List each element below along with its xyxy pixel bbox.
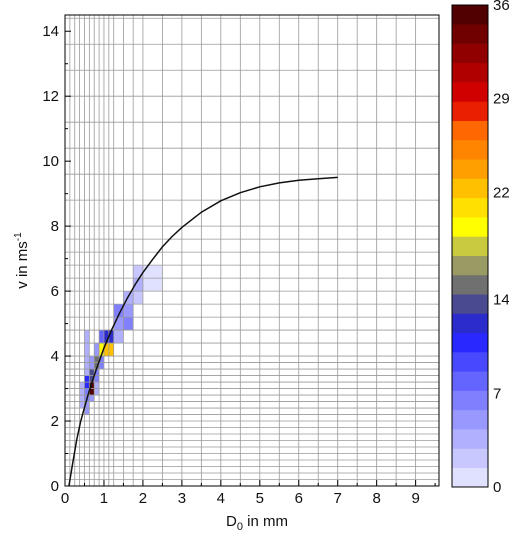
colorbar-swatch xyxy=(452,255,488,276)
x-tick-label: 1 xyxy=(100,490,108,507)
colorbar-swatch xyxy=(452,62,488,83)
colorbar-swatch xyxy=(452,332,488,353)
y-tick-label: 4 xyxy=(51,348,59,365)
x-axis-ticks: 0 1 2 3 4 5 6 7 8 9 xyxy=(61,480,436,507)
colorbar-frame xyxy=(451,4,489,488)
colorbar-ticks: 0 7 14 22 29 36 xyxy=(493,0,509,496)
y-axis-title: v in ms-1 xyxy=(13,232,31,289)
colorbar-swatch xyxy=(452,5,488,25)
y-axis-title-main: v in ms xyxy=(14,241,31,289)
y-tick-label: 8 xyxy=(51,218,59,235)
x-axis-title-subscript: 0 xyxy=(237,521,243,533)
colorbar-tick-label: 0 xyxy=(493,479,501,496)
colorbar-swatch xyxy=(452,409,488,430)
x-tick-label: 3 xyxy=(178,490,186,507)
colorbar-swatch xyxy=(452,197,488,218)
heatmap-cell xyxy=(133,265,143,279)
x-tick-label: 4 xyxy=(217,490,225,507)
x-tick-label: 6 xyxy=(295,490,303,507)
heatmap-cell xyxy=(142,265,163,279)
colorbar-swatch xyxy=(452,274,488,295)
x-axis-title-rest: in mm xyxy=(243,513,288,530)
y-tick-label: 10 xyxy=(42,153,59,170)
colorbar-swatch xyxy=(452,178,488,199)
colorbar-swatch xyxy=(452,159,488,179)
colorbar-swatch xyxy=(452,139,488,160)
colorbar-swatch xyxy=(452,43,488,64)
plot-frame xyxy=(64,14,440,487)
heatmap-cell xyxy=(123,304,134,318)
x-tick-label: 7 xyxy=(334,490,342,507)
grid-lines xyxy=(64,15,439,487)
colorbar-swatch xyxy=(452,120,488,141)
y-tick-label: 12 xyxy=(42,88,59,105)
heatmap-cells xyxy=(79,265,163,415)
colorbar-swatch xyxy=(452,101,488,121)
colorbar-swatch xyxy=(452,429,488,449)
heatmap-cell xyxy=(113,317,124,331)
heatmap-cell xyxy=(123,317,134,331)
colorbar-swatch xyxy=(452,236,488,256)
colorbar-swatch xyxy=(452,371,488,391)
colorbar-swatch xyxy=(452,294,488,314)
colorbar-swatch xyxy=(452,390,488,411)
colorbar-swatch xyxy=(452,313,488,334)
x-tick-label: 0 xyxy=(61,490,69,507)
y-axis-ticks: 0 2 4 6 8 10 12 14 xyxy=(42,23,71,495)
x-axis-title-main: D xyxy=(226,513,237,530)
heatmap-cell xyxy=(113,304,124,318)
heatmap-cell xyxy=(99,330,104,344)
colorbar-swatch xyxy=(452,352,488,372)
x-tick-label: 2 xyxy=(139,490,147,507)
y-tick-label: 2 xyxy=(51,413,59,430)
heatmap-cell xyxy=(84,369,90,376)
x-axis-title: D0 in mm xyxy=(226,513,288,533)
heatmap-cell xyxy=(133,291,143,305)
colorbar-tick-label: 22 xyxy=(493,184,509,201)
colorbar-tick-label: 36 xyxy=(493,0,509,14)
colorbar-swatch xyxy=(452,448,488,469)
x-tick-label: 9 xyxy=(411,490,419,507)
y-axis-title-superscript: -1 xyxy=(13,232,24,241)
heatmap-cell xyxy=(142,278,163,292)
colorbar-tick-label: 29 xyxy=(493,91,509,108)
y-tick-label: 6 xyxy=(51,283,59,300)
y-tick-label: 14 xyxy=(42,23,59,40)
fit-curve xyxy=(68,176,338,487)
colorbar-tick-label: 14 xyxy=(493,292,509,309)
colorbar-tick-label: 7 xyxy=(493,385,501,402)
heatmap-cell xyxy=(113,330,124,344)
colorbar xyxy=(451,4,489,488)
x-tick-label: 8 xyxy=(372,490,380,507)
heatmap-cell xyxy=(133,278,143,292)
colorbar-swatch xyxy=(452,467,488,488)
y-tick-label: 0 xyxy=(51,478,59,495)
x-tick-label: 5 xyxy=(256,490,264,507)
colorbar-swatch xyxy=(452,24,488,44)
colorbar-swatch xyxy=(452,217,488,237)
colorbar-swatch xyxy=(452,82,488,102)
heatmap-cell xyxy=(94,343,100,357)
heatmap-cell xyxy=(99,343,104,357)
